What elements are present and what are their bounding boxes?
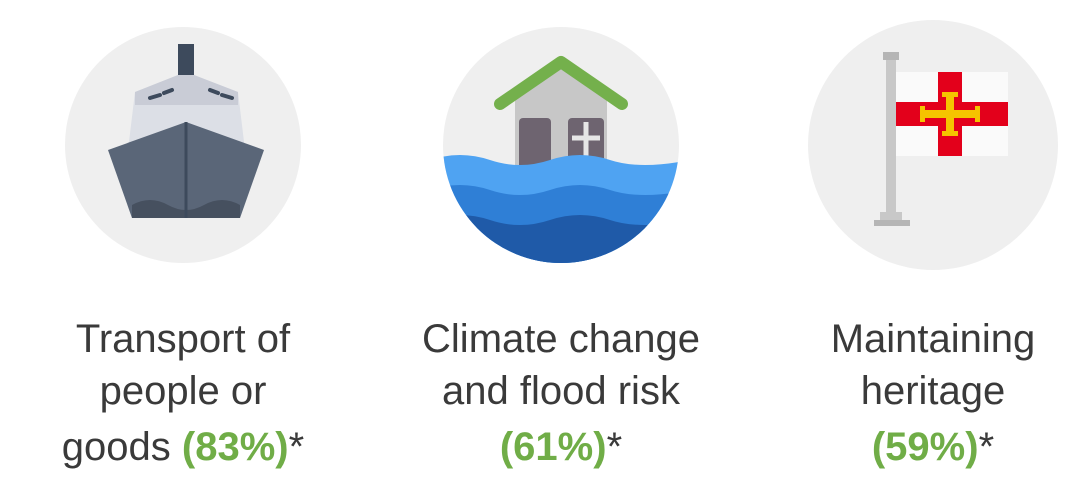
note-mark: * [607, 425, 623, 469]
caption-line: and flood risk [442, 369, 681, 413]
ship-icon [108, 44, 264, 218]
note-mark: * [289, 425, 305, 469]
note-mark: * [979, 425, 995, 469]
caption-line: heritage [861, 369, 1006, 413]
caption-line: (61%)* [500, 425, 622, 469]
caption-line: people or [100, 369, 267, 413]
caption-line: (59%)* [872, 425, 994, 469]
caption-line: Maintaining [831, 317, 1036, 361]
percent: (61%) [500, 425, 607, 469]
caption-line: Transport of [76, 317, 291, 361]
percent: (83%) [182, 425, 289, 469]
caption-line: goods (83%)* [62, 425, 304, 469]
caption-line: Climate change [422, 317, 700, 361]
caption-line: goods [62, 425, 171, 469]
flag-icon [874, 52, 1008, 226]
percent: (59%) [872, 425, 979, 469]
